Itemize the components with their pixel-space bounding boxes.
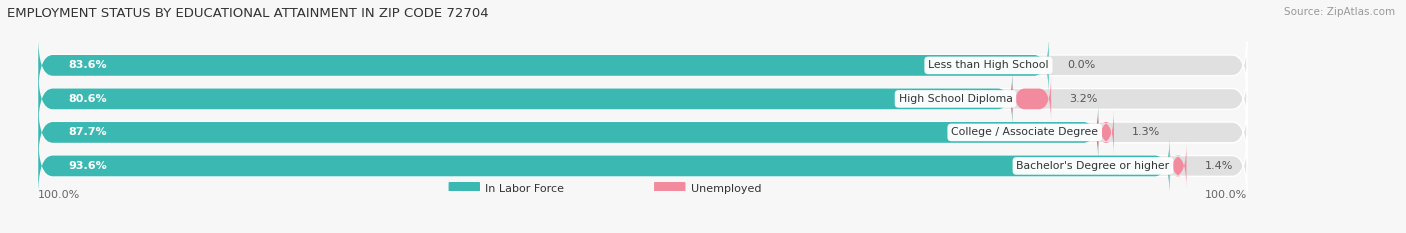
Text: Bachelor's Degree or higher: Bachelor's Degree or higher [1017,161,1170,171]
Text: 1.3%: 1.3% [1132,127,1160,137]
FancyBboxPatch shape [38,36,1247,95]
Text: Source: ZipAtlas.com: Source: ZipAtlas.com [1284,7,1395,17]
Text: 100.0%: 100.0% [38,190,80,200]
Text: 1.4%: 1.4% [1205,161,1233,171]
FancyBboxPatch shape [1012,76,1052,122]
FancyBboxPatch shape [38,136,1247,196]
Text: 0.0%: 0.0% [1067,60,1095,70]
Text: 93.6%: 93.6% [69,161,107,171]
Text: 80.6%: 80.6% [69,94,107,104]
FancyBboxPatch shape [1170,143,1187,189]
Text: EMPLOYMENT STATUS BY EDUCATIONAL ATTAINMENT IN ZIP CODE 72704: EMPLOYMENT STATUS BY EDUCATIONAL ATTAINM… [7,7,489,20]
FancyBboxPatch shape [449,182,479,197]
FancyBboxPatch shape [38,36,1049,95]
Text: High School Diploma: High School Diploma [898,94,1012,104]
Text: 100.0%: 100.0% [1205,190,1247,200]
FancyBboxPatch shape [38,103,1098,162]
FancyBboxPatch shape [38,69,1247,129]
Text: 3.2%: 3.2% [1069,94,1098,104]
FancyBboxPatch shape [38,103,1247,162]
FancyBboxPatch shape [1098,109,1114,156]
Text: In Labor Force: In Labor Force [485,184,564,194]
FancyBboxPatch shape [654,182,686,197]
Text: 87.7%: 87.7% [69,127,107,137]
FancyBboxPatch shape [38,69,1012,129]
Text: Less than High School: Less than High School [928,60,1049,70]
Text: 83.6%: 83.6% [69,60,107,70]
FancyBboxPatch shape [38,136,1170,196]
Text: College / Associate Degree: College / Associate Degree [952,127,1098,137]
Text: Unemployed: Unemployed [690,184,762,194]
